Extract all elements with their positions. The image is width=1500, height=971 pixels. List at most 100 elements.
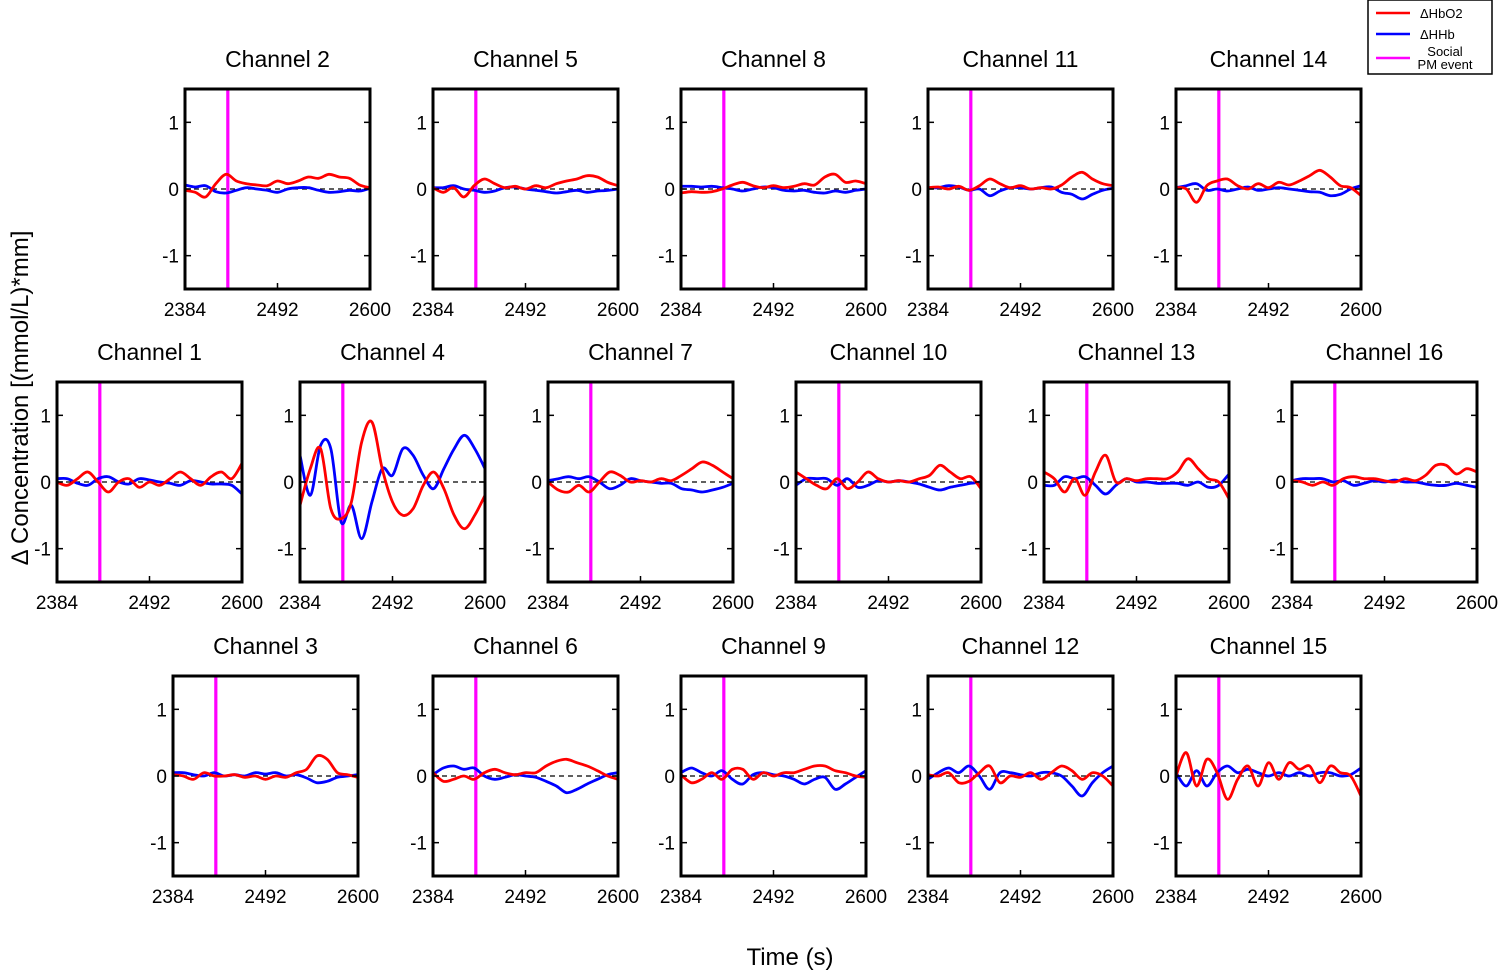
y-tick-label: 1 (664, 113, 675, 134)
y-tick-label: 0 (283, 473, 294, 494)
x-tick-label: 2384 (164, 300, 207, 321)
series-line-hhb (433, 764, 618, 795)
panel-title: Channel 6 (473, 633, 578, 659)
x-tick-label: 2600 (221, 593, 263, 614)
x-tick-label: 2600 (337, 887, 379, 908)
x-tick-label: 2600 (349, 300, 391, 321)
y-axis-label: Δ Concentration [(mmol/L)*mm] (7, 231, 34, 566)
y-tick-label: 1 (1159, 700, 1170, 721)
y-tick-label: -1 (34, 540, 51, 561)
panel-title: Channel 2 (225, 46, 330, 72)
x-tick-label: 2600 (712, 593, 754, 614)
x-tick-label: 2492 (1247, 300, 1289, 321)
y-tick-label: 1 (156, 700, 167, 721)
channel-panel: Channel 7 1 0 -1 2384 2492 2600 (525, 339, 754, 614)
x-tick-label: 2600 (1208, 593, 1250, 614)
x-tick-label: 2600 (597, 300, 639, 321)
y-tick-label: 0 (1027, 473, 1038, 494)
y-tick-label: 0 (911, 767, 922, 788)
y-tick-label: 0 (1275, 473, 1286, 494)
legend-label-hhb: ΔHHb (1420, 27, 1455, 42)
y-tick-label: 0 (1159, 180, 1170, 201)
x-tick-label: 2600 (1456, 593, 1498, 614)
x-tick-label: 2384 (907, 300, 950, 321)
y-tick-label: 1 (168, 113, 179, 134)
series-line-hhb (57, 475, 242, 496)
y-tick-label: -1 (1153, 247, 1170, 268)
series-line-hbo2 (433, 174, 618, 199)
series-line-hbo2 (681, 764, 866, 785)
x-tick-label: 2600 (845, 300, 887, 321)
panel-title: Channel 14 (1210, 46, 1328, 72)
y-tick-label: -1 (410, 247, 427, 268)
legend: ΔHbO2 ΔHHb Social PM event (1367, 0, 1493, 75)
y-tick-label: 0 (40, 473, 51, 494)
channel-panel: Channel 3 1 0 -1 2384 2492 2600 (150, 633, 379, 908)
x-tick-label: 2384 (1155, 300, 1198, 321)
panel-title: Channel 5 (473, 46, 578, 72)
panels-group: Channel 2 1 0 -1 2384 2492 2600 Channel 5 1 0 -1 23… (34, 46, 1498, 908)
y-tick-label: -1 (162, 247, 179, 268)
legend-label-hbo2: ΔHbO2 (1420, 6, 1463, 21)
series-line-hbo2 (796, 463, 981, 491)
x-tick-label: 2492 (1247, 887, 1289, 908)
x-tick-label: 2492 (371, 593, 413, 614)
x-tick-label: 2492 (752, 887, 794, 908)
panel-title: Channel 12 (962, 633, 1080, 659)
x-tick-label: 2492 (504, 887, 546, 908)
x-tick-label: 2600 (960, 593, 1002, 614)
y-tick-label: 1 (1275, 406, 1286, 427)
series-line-hbo2 (57, 462, 242, 494)
series-line-hhb (173, 771, 358, 785)
y-tick-label: 0 (531, 473, 542, 494)
channel-panel: Channel 9 1 0 -1 2384 2492 2600 (658, 633, 887, 908)
x-tick-label: 2384 (1155, 887, 1198, 908)
channel-panel: Channel 11 1 0 -1 2384 2492 2600 (905, 46, 1134, 321)
x-tick-label: 2600 (464, 593, 506, 614)
x-tick-label: 2384 (412, 300, 455, 321)
y-tick-label: -1 (905, 247, 922, 268)
series-line-hbo2 (548, 460, 733, 494)
x-tick-label: 2600 (1092, 887, 1134, 908)
x-tick-label: 2384 (660, 300, 703, 321)
x-tick-label: 2384 (1023, 593, 1066, 614)
y-tick-label: -1 (1269, 540, 1286, 561)
y-tick-label: 1 (664, 700, 675, 721)
y-tick-label: -1 (658, 834, 675, 855)
series-line-hbo2 (928, 764, 1113, 787)
series-line-hbo2 (185, 172, 370, 199)
channel-panel: Channel 12 1 0 -1 2384 2492 2600 (905, 633, 1134, 908)
series-line-hbo2 (1176, 751, 1361, 801)
panel-title: Channel 7 (588, 339, 693, 365)
channel-panel: Channel 4 1 0 -1 2384 2492 2600 (277, 339, 506, 614)
y-tick-label: 0 (664, 767, 675, 788)
series-line-hhb (548, 475, 733, 494)
y-tick-label: -1 (410, 834, 427, 855)
x-tick-label: 2384 (412, 887, 455, 908)
panel-title: Channel 9 (721, 633, 826, 659)
series-line-hhb (185, 183, 370, 195)
x-tick-label: 2384 (36, 593, 79, 614)
series-line-hbo2 (173, 754, 358, 781)
y-tick-label: 1 (283, 406, 294, 427)
channel-panel: Channel 5 1 0 -1 2384 2492 2600 (410, 46, 639, 321)
y-tick-label: 0 (664, 180, 675, 201)
channel-panel: Channel 14 1 0 -1 2384 2492 2600 (1153, 46, 1382, 321)
series-line-hbo2 (1292, 462, 1477, 487)
y-tick-label: 1 (40, 406, 51, 427)
channel-panel: Channel 13 1 0 -1 2384 2492 2600 (1021, 339, 1250, 614)
x-tick-label: 2492 (1115, 593, 1157, 614)
y-tick-label: -1 (525, 540, 542, 561)
y-tick-label: 0 (156, 767, 167, 788)
panel-title: Channel 10 (830, 339, 948, 365)
y-tick-label: -1 (1153, 834, 1170, 855)
y-tick-label: 0 (911, 180, 922, 201)
channel-panel: Channel 1 1 0 -1 2384 2492 2600 (34, 339, 263, 614)
x-tick-label: 2492 (504, 300, 546, 321)
panel-title: Channel 4 (340, 339, 445, 365)
panel-title: Channel 8 (721, 46, 826, 72)
y-tick-label: 0 (1159, 767, 1170, 788)
series-line-hbo2 (433, 757, 618, 783)
series-line-hhb (928, 764, 1113, 798)
